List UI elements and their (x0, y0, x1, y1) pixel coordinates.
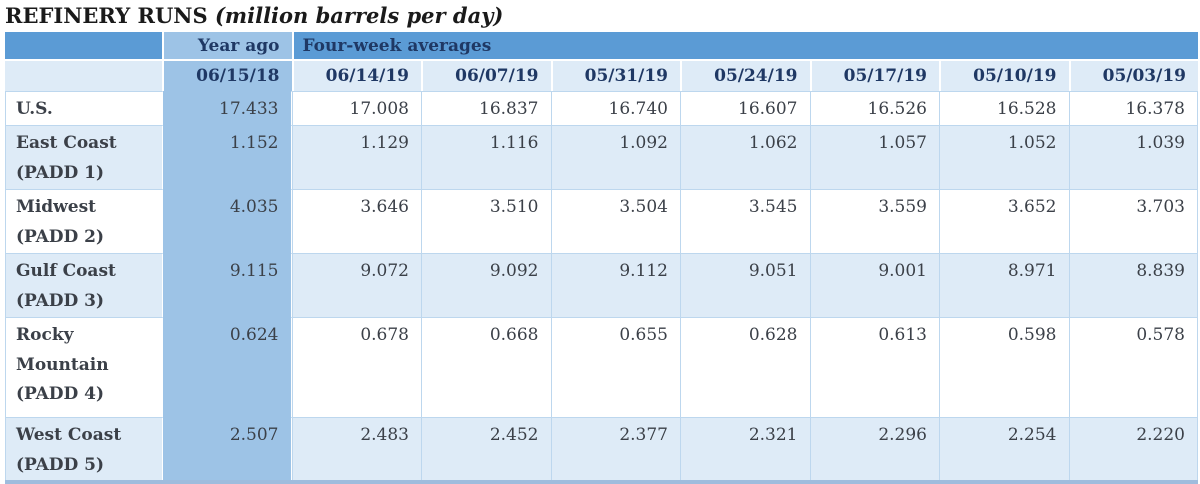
group-header-row: Year ago Four-week averages (5, 32, 1198, 59)
date-header: 05/17/19 (809, 59, 939, 91)
table-row-rocky-mountain: Rocky Mountain (PADD 4) 0.624 0.678 0.66… (5, 316, 1198, 417)
value-cell: 1.039 (1068, 124, 1198, 189)
value-cell: 3.703 (1068, 188, 1198, 253)
value-cell: 9.092 (421, 252, 551, 317)
value-cell: 0.613 (809, 316, 939, 417)
value-cell: 16.526 (809, 91, 939, 125)
date-header: 05/24/19 (680, 59, 810, 91)
value-cell: 0.628 (680, 316, 810, 417)
value-cell: 16.528 (939, 91, 1069, 125)
date-header: 05/10/19 (939, 59, 1069, 91)
date-header-row: 06/15/18 06/14/19 06/07/19 05/31/19 05/2… (5, 59, 1198, 91)
value-cell: 0.678 (291, 316, 421, 417)
value-cell: 16.740 (550, 91, 680, 125)
date-header-year-ago: 06/15/18 (162, 59, 292, 91)
corner-cell (5, 32, 162, 59)
row-label: U.S. (5, 91, 162, 125)
value-cell: 16.837 (421, 91, 551, 125)
value-cell: 1.152 (162, 124, 292, 189)
value-cell: 2.507 (162, 416, 292, 481)
value-cell: 3.652 (939, 188, 1069, 253)
value-cell: 2.452 (421, 416, 551, 481)
title-text: REFINERY RUNS (5, 3, 215, 28)
value-cell: 1.116 (421, 124, 551, 189)
value-cell: 3.545 (680, 188, 810, 253)
value-cell: 3.510 (421, 188, 551, 253)
value-cell: 0.578 (1068, 316, 1198, 417)
row-label: Rocky Mountain (PADD 4) (5, 316, 162, 417)
value-cell: 2.483 (291, 416, 421, 481)
value-cell: 2.254 (939, 416, 1069, 481)
value-cell: 9.072 (291, 252, 421, 317)
value-cell: 16.378 (1068, 91, 1198, 125)
value-cell: 3.646 (291, 188, 421, 253)
value-cell: 9.115 (162, 252, 292, 317)
value-cell: 9.112 (550, 252, 680, 317)
year-ago-header: Year ago (162, 32, 292, 59)
value-cell: 0.668 (421, 316, 551, 417)
page-title: REFINERY RUNS (million barrels per day) (5, 0, 1200, 32)
value-cell: 1.092 (550, 124, 680, 189)
row-label: Midwest (PADD 2) (5, 188, 162, 253)
value-cell: 1.062 (680, 124, 810, 189)
value-cell: 1.052 (939, 124, 1069, 189)
date-header: 05/31/19 (550, 59, 680, 91)
table-row-us: U.S. 17.433 17.008 16.837 16.740 16.607 … (5, 91, 1198, 125)
table-row-east-coast: East Coast (PADD 1) 1.152 1.129 1.116 1.… (5, 124, 1198, 189)
value-cell: 3.504 (550, 188, 680, 253)
date-header: 06/07/19 (421, 59, 551, 91)
value-cell: 16.607 (680, 91, 810, 125)
date-header: 06/14/19 (291, 59, 421, 91)
value-cell: 9.001 (809, 252, 939, 317)
value-cell: 17.008 (291, 91, 421, 125)
value-cell: 8.839 (1068, 252, 1198, 317)
value-cell: 3.559 (809, 188, 939, 253)
value-cell: 2.220 (1068, 416, 1198, 481)
value-cell: 0.655 (550, 316, 680, 417)
title-unit: (million barrels per day) (214, 3, 504, 28)
four-week-averages-header: Four-week averages (291, 32, 1198, 59)
value-cell: 8.971 (939, 252, 1069, 317)
value-cell: 4.035 (162, 188, 292, 253)
value-cell: 17.433 (162, 91, 292, 125)
table-row-gulf-coast: Gulf Coast (PADD 3) 9.115 9.072 9.092 9.… (5, 252, 1198, 317)
value-cell: 0.624 (162, 316, 292, 417)
row-label: Gulf Coast (PADD 3) (5, 252, 162, 317)
value-cell: 2.296 (809, 416, 939, 481)
value-cell: 2.321 (680, 416, 810, 481)
value-cell: 0.598 (939, 316, 1069, 417)
value-cell: 1.057 (809, 124, 939, 189)
value-cell: 1.129 (291, 124, 421, 189)
refinery-runs-table: Year ago Four-week averages 06/15/18 06/… (5, 32, 1198, 484)
value-cell: 9.051 (680, 252, 810, 317)
value-cell: 2.377 (550, 416, 680, 481)
row-label: West Coast (PADD 5) (5, 416, 162, 481)
row-label: East Coast (PADD 1) (5, 124, 162, 189)
date-header: 05/03/19 (1068, 59, 1198, 91)
table-row-midwest: Midwest (PADD 2) 4.035 3.646 3.510 3.504… (5, 188, 1198, 253)
table-row-west-coast: West Coast (PADD 5) 2.507 2.483 2.452 2.… (5, 416, 1198, 481)
date-corner-cell (5, 59, 162, 91)
